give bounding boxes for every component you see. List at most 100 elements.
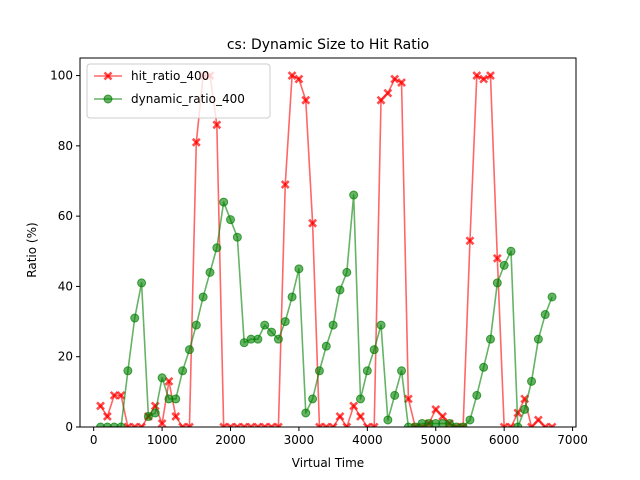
hit-ratio-400-point-stroke-b — [157, 419, 167, 427]
dynamic-ratio-400-point — [349, 190, 359, 200]
axes: 0 1000 2000 3000 4000 5000 6000 7000 0 20 40 60 80 10… — [50, 57, 588, 447]
legend-label-dynamic-ratio-400: dynamic_ratio_400 — [131, 92, 245, 106]
dynamic-ratio-400-point — [102, 422, 112, 427]
hit-ratio-400-point — [540, 422, 550, 427]
hit-ratio-400-point — [96, 401, 105, 411]
hit-ratio-400-point-stroke-b — [249, 422, 256, 427]
dynamic-ratio-400-point — [403, 422, 413, 427]
dynamic-ratio-400-point — [513, 422, 523, 427]
dynamic-ratio-400-point — [451, 422, 461, 427]
x-tick-label: 1000 — [147, 433, 178, 447]
axes-frame — [79, 57, 577, 428]
hit-ratio-400-point-stroke-b — [533, 415, 543, 425]
legend-marker-hit-ratio-400-stroke-b — [103, 71, 113, 81]
hit-ratio-400-point — [390, 74, 400, 84]
hit-ratio-400-point-stroke-a — [137, 422, 144, 427]
hit-ratio-400-point-stroke-b — [308, 218, 318, 228]
hit-ratio-400-point — [356, 412, 365, 421]
dynamic-ratio-400-point — [527, 376, 537, 386]
dynamic-ratio-400-point — [335, 285, 345, 295]
hit-ratio-400-point-stroke-a — [123, 422, 130, 427]
dynamic-ratio-400-point — [321, 341, 331, 351]
hit-ratio-400-point — [315, 422, 324, 427]
hit-ratio-400-point-stroke-b — [344, 422, 352, 427]
dynamic-ratio-400-point — [383, 415, 393, 425]
dynamic-ratio-400-point — [130, 313, 140, 323]
hit-ratio-400-point-stroke-b — [492, 253, 502, 263]
hit-ratio-400-point — [438, 412, 448, 421]
hit-ratio-400-point — [171, 412, 181, 421]
hit-ratio-400-point — [123, 422, 133, 427]
dynamic-ratio-400-point — [472, 390, 482, 400]
hit-ratio-400-point — [267, 422, 276, 427]
dynamic-ratio-400-point — [205, 267, 215, 277]
hit-ratio-400-point — [191, 137, 201, 147]
hit-ratio-400-point-stroke-a — [342, 422, 349, 427]
dynamic-ratio-400-point — [171, 394, 181, 404]
dynamic-ratio-400-point — [96, 422, 106, 427]
x-axis-label: Virtual Time — [292, 456, 364, 470]
hit-ratio-400-point-stroke-a — [239, 422, 247, 427]
hit-ratio-400-point — [321, 422, 331, 427]
dynamic-ratio-400-point — [294, 264, 304, 274]
hit-ratio-400-point — [102, 412, 112, 421]
y-tick-label: 80 — [58, 139, 73, 153]
dynamic-ratio-400-point — [191, 320, 201, 330]
hit-ratio-400-point — [342, 422, 352, 427]
hit-ratio-400-point-stroke-b — [331, 422, 338, 427]
hit-ratio-400-point — [109, 390, 119, 400]
hit-ratio-400-point — [383, 88, 393, 98]
hit-ratio-400-point-stroke-a — [273, 422, 281, 427]
dynamic-ratio-400-point — [376, 320, 386, 330]
dynamic-ratio-400-point — [397, 366, 407, 376]
dynamic-ratio-400-point — [260, 320, 270, 330]
dynamic-ratio-400-point — [342, 267, 352, 277]
dynamic-ratio-400-point — [492, 278, 502, 288]
hit-ratio-400-point — [328, 422, 338, 427]
hit-ratio-400-point-stroke-b — [438, 412, 448, 421]
hit-ratio-400-point — [219, 422, 229, 427]
hit-ratio-400-point — [273, 422, 283, 427]
hit-ratio-400-point-stroke-b — [335, 412, 345, 421]
hit-ratio-400-point-stroke-a — [506, 422, 513, 427]
hit-ratio-400-point-stroke-b — [465, 236, 475, 246]
dynamic-ratio-400-point — [116, 422, 126, 427]
hit-ratio-400-point-stroke-b — [102, 412, 112, 421]
legend-marker-hit-ratio-400 — [103, 71, 113, 81]
dynamic-ratio-400-point — [123, 366, 133, 376]
hit-ratio-400-point — [116, 390, 126, 400]
hit-ratio-400-point-stroke-a — [178, 422, 185, 427]
dynamic-ratio-400-point — [506, 246, 516, 256]
hit-ratio-400-point-stroke-b — [372, 422, 379, 427]
hit-ratio-400-point-stroke-a — [315, 422, 322, 427]
hit-ratio-400-point-stroke-b — [269, 422, 276, 427]
legend-box — [86, 63, 271, 119]
hit-ratio-400-point-stroke-b — [221, 422, 229, 427]
dynamic-ratio-400-point — [150, 408, 160, 418]
hit-ratio-400-point-stroke-a — [130, 422, 137, 427]
hit-ratio-400-point-stroke-a — [253, 422, 260, 427]
hit-ratio-400-point — [301, 95, 311, 105]
dynamic-ratio-400-point — [273, 334, 283, 344]
hit-ratio-400-point — [527, 422, 536, 427]
hit-ratio-400-point-stroke-b — [96, 401, 105, 411]
hit-ratio-400-point-stroke-b — [529, 422, 536, 427]
dynamic-ratio-400-point — [178, 366, 188, 376]
hit-ratio-400-point — [492, 253, 502, 263]
hit-ratio-400-point — [137, 422, 146, 427]
dynamic-ratio-400-point — [355, 394, 365, 404]
hit-ratio-400-point-stroke-a — [369, 422, 377, 427]
hit-ratio-400-point — [232, 422, 242, 427]
hit-ratio-400-point-stroke-b — [397, 78, 406, 88]
y-tick-label: 20 — [58, 350, 73, 364]
x-tick-label: 3000 — [284, 433, 315, 447]
legend-label-hit-ratio-400: hit_ratio_400 — [131, 69, 209, 83]
hit-ratio-400-point-stroke-b — [191, 137, 201, 147]
x-tick-label: 0 — [90, 433, 98, 447]
x-tick-label: 6000 — [489, 433, 520, 447]
hit-ratio-400-point — [157, 419, 167, 427]
hit-ratio-400-point — [212, 120, 222, 130]
dynamic-ratio-400-point — [479, 362, 489, 372]
x-tick-label: 4000 — [352, 433, 383, 447]
hit-ratio-400-point-stroke-b — [171, 412, 181, 421]
